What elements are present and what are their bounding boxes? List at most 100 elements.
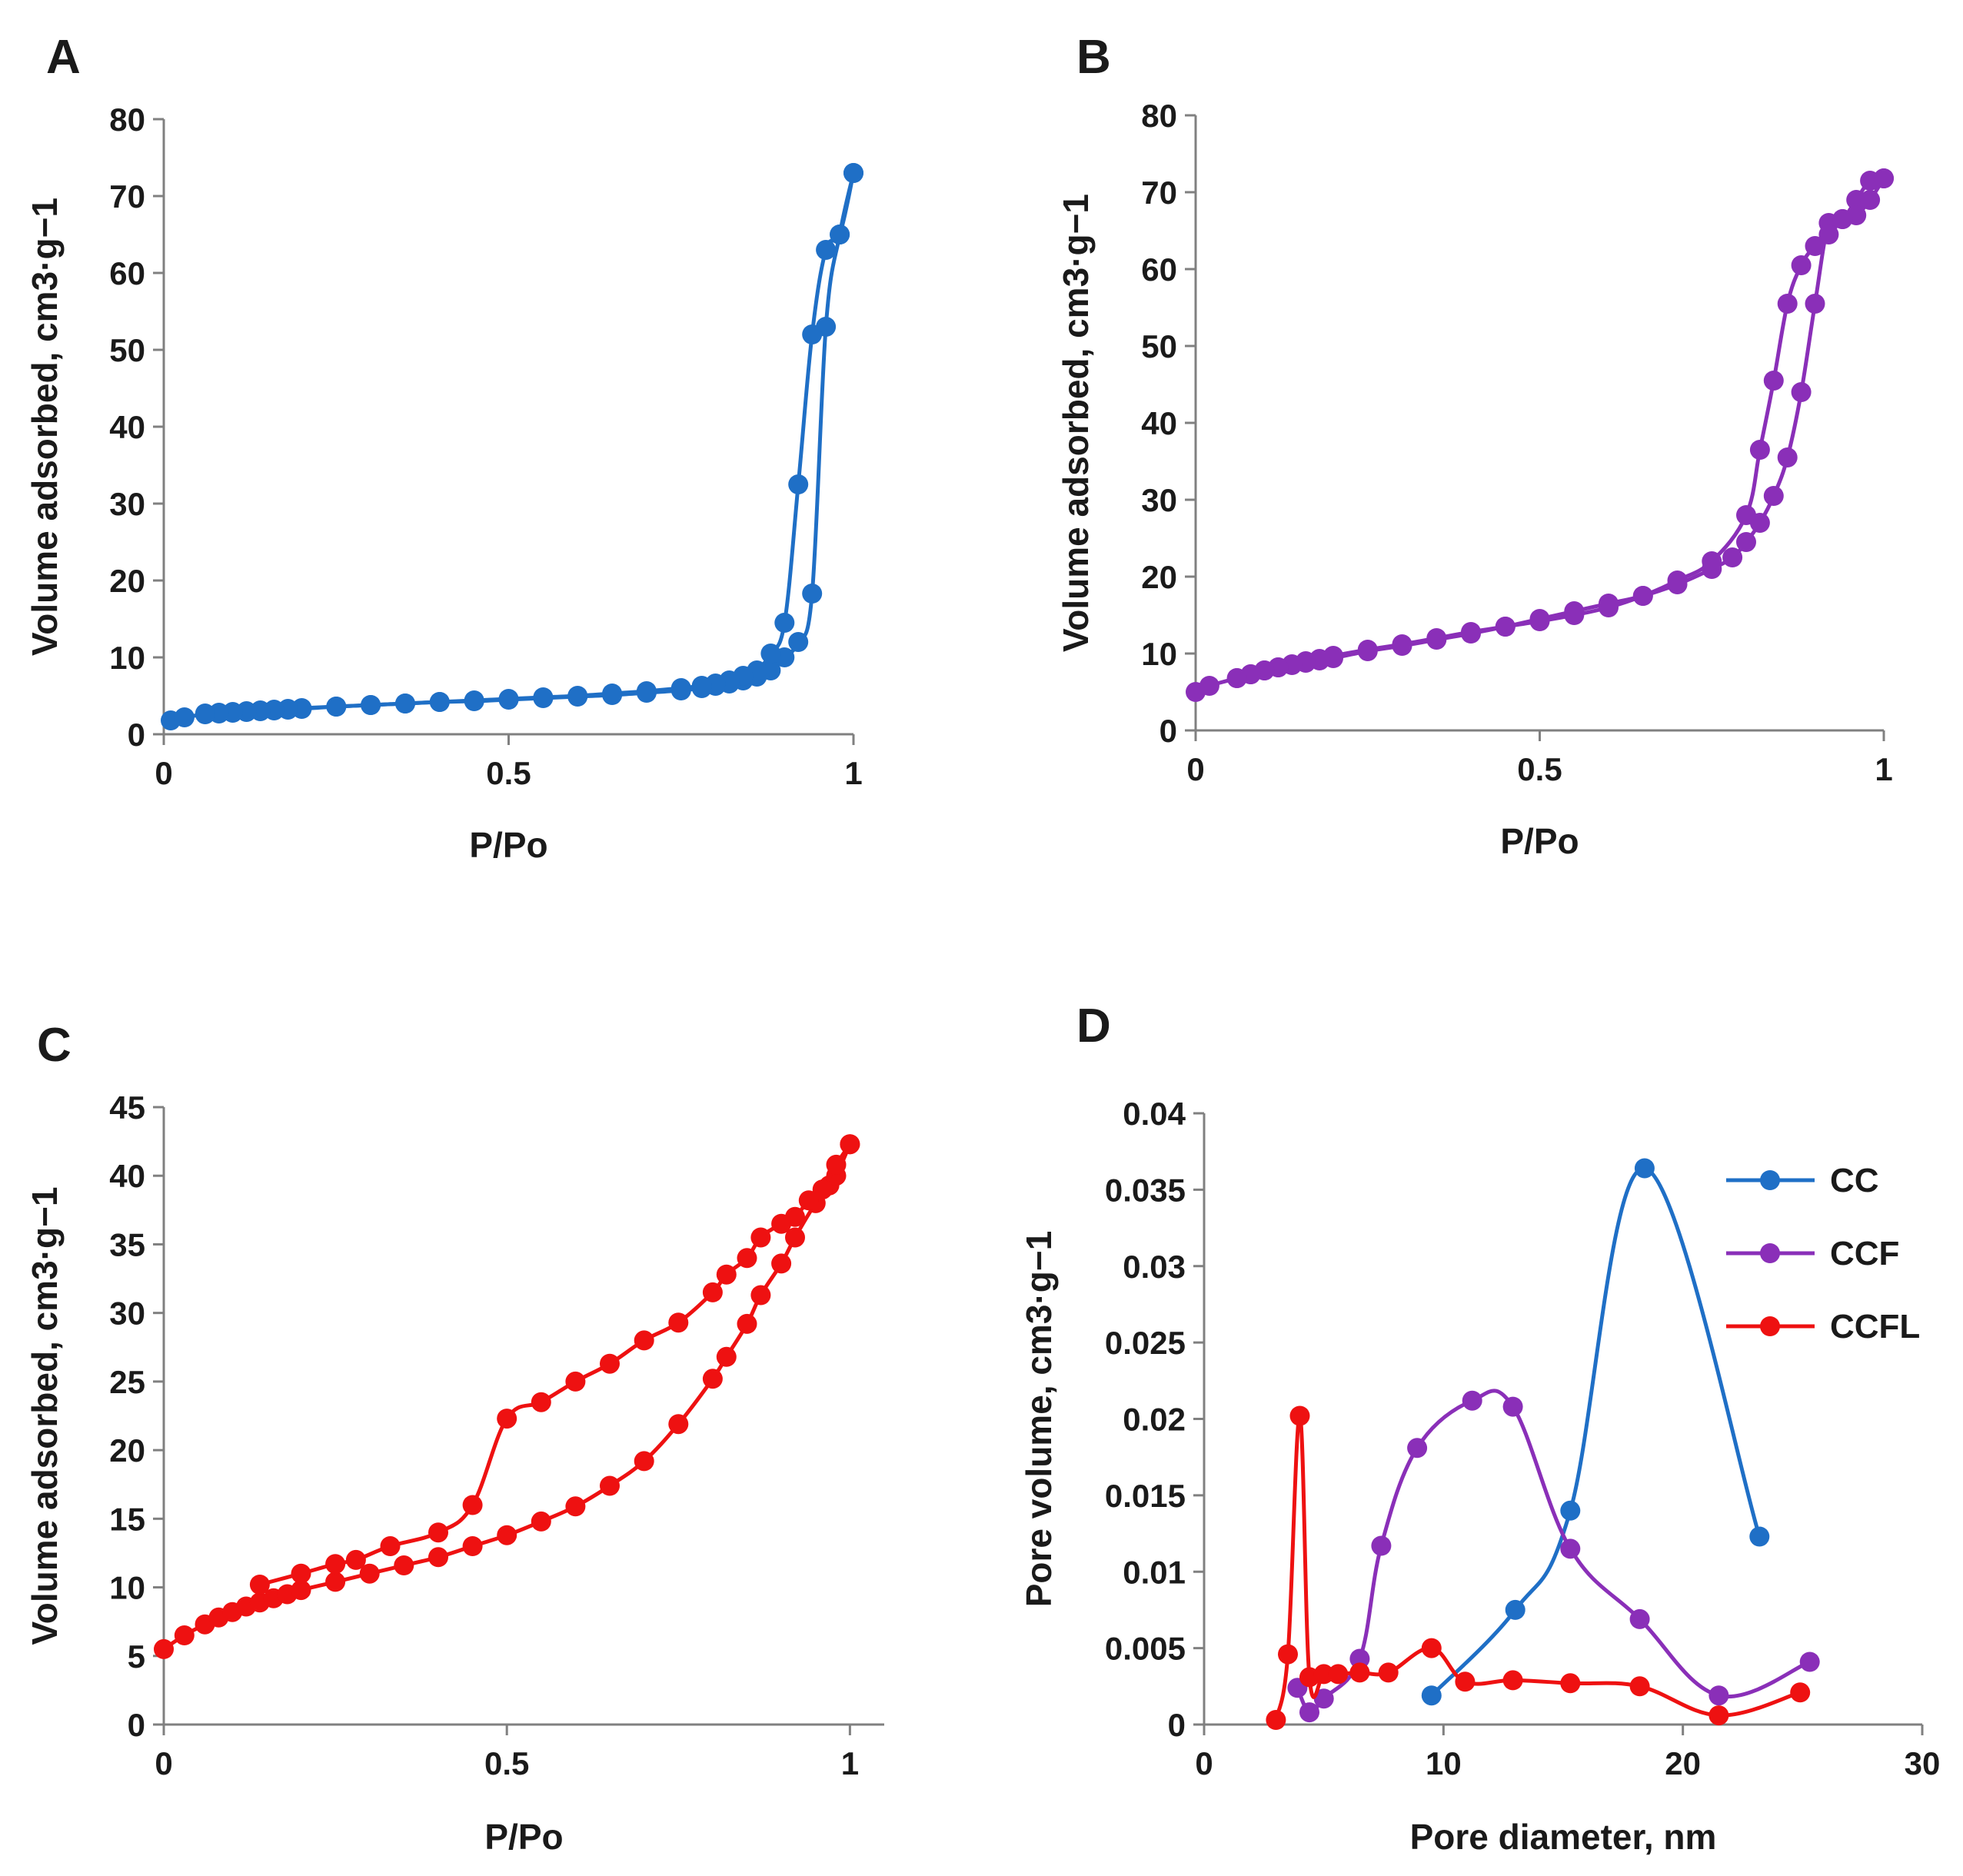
data-point (670, 678, 691, 698)
data-point (1226, 668, 1247, 688)
data-point (1799, 1651, 1820, 1672)
data-point (1313, 1664, 1334, 1685)
data-point (760, 660, 781, 680)
data-point (1502, 1396, 1523, 1417)
data-point (1736, 505, 1756, 525)
x-tick-label-c: 0.5 (484, 1745, 529, 1781)
x-axis-title-c: P/Po (484, 1817, 563, 1857)
data-point (291, 1580, 311, 1601)
data-point (174, 707, 195, 727)
data-point (1790, 1682, 1811, 1703)
data-point (1860, 190, 1881, 210)
data-point (497, 1525, 517, 1545)
data-point (429, 692, 450, 712)
data-point (774, 613, 795, 633)
y-tick-label-a: 50 (109, 332, 145, 368)
data-point (361, 695, 381, 715)
y-tick-label-c: 35 (109, 1226, 145, 1262)
data-point (1421, 1685, 1442, 1706)
legend: CC CCF CCFL (1726, 1162, 1920, 1345)
data-point (802, 324, 823, 344)
x-axis-title-b: P/Po (1500, 821, 1579, 861)
data-point (531, 1511, 551, 1532)
y-tick-label-b: 40 (1141, 405, 1177, 441)
panel-c: C 0 5 10 15 20 25 30 35 40 45 0 0.5 1 P/Po Volume adso… (25, 1019, 884, 1857)
legend-label-cc: CC (1830, 1162, 1879, 1199)
x-tick-label-d: 30 (1905, 1745, 1941, 1781)
y-tick-label-a: 30 (109, 486, 145, 522)
data-point (1199, 676, 1219, 696)
panel-letter-c: C (37, 1019, 72, 1072)
data-point (691, 676, 712, 696)
data-point (1421, 1638, 1442, 1658)
y-tick-label-b: 70 (1141, 175, 1177, 211)
y-tick-label-c: 30 (109, 1296, 145, 1332)
data-point (1313, 1688, 1334, 1709)
data-point (1832, 209, 1853, 229)
data-point (1777, 294, 1798, 314)
data-point (1378, 1662, 1399, 1683)
panel-letter-b: B (1076, 31, 1111, 84)
data-point (1763, 486, 1784, 506)
data-point (1560, 1538, 1581, 1559)
x-axis-title-a: P/Po (469, 825, 547, 865)
data-point (533, 687, 554, 707)
y-tick-label-d: 0.015 (1105, 1478, 1186, 1514)
data-point (816, 240, 837, 260)
y-tick-label-d: 0.03 (1123, 1249, 1186, 1285)
data-point (1560, 1673, 1581, 1694)
data-point (428, 1522, 448, 1543)
x-tick-label-c: 1 (841, 1745, 859, 1781)
y-tick-label-d: 0.035 (1105, 1172, 1186, 1208)
data-point (380, 1536, 401, 1556)
data-point (737, 1313, 757, 1334)
data-point (154, 1638, 174, 1659)
series-line-c-desorption (259, 1143, 852, 1587)
data-point (788, 474, 809, 494)
y-tick-label-c: 40 (109, 1158, 145, 1194)
data-point (249, 1575, 270, 1595)
data-point (798, 1190, 819, 1211)
panel-a: A 0 10 20 30 40 50 60 70 80 0 0.5 1 P/Po Volume adsor… (25, 31, 863, 865)
series-line-cc (1430, 1166, 1762, 1697)
data-point (1349, 1662, 1370, 1683)
x-tick-label-d: 20 (1665, 1745, 1701, 1781)
y-tick-label-b: 80 (1141, 98, 1177, 134)
legend-marker-ccf (1760, 1243, 1780, 1263)
data-point (345, 1549, 366, 1570)
data-point (462, 1495, 483, 1515)
data-point (1407, 1438, 1428, 1459)
data-point (812, 1179, 833, 1200)
x-tick-label-d: 0 (1195, 1745, 1213, 1781)
x-tick-label-b: 0.5 (1517, 751, 1562, 787)
y-tick-label-d: 0.01 (1123, 1554, 1186, 1590)
legend-label-ccf: CCF (1830, 1235, 1899, 1272)
data-point (1505, 1599, 1525, 1620)
data-point (1560, 1500, 1581, 1521)
data-point (826, 1154, 847, 1175)
data-point (1629, 1676, 1650, 1697)
data-point (830, 225, 850, 244)
y-tick-label-b: 10 (1141, 636, 1177, 672)
data-point (1702, 551, 1722, 571)
data-point (1805, 294, 1825, 314)
data-point (1791, 382, 1812, 402)
panel-b: B 0 10 20 30 40 50 60 70 80 0 0.5 1 P/Po Volume adsor… (1056, 31, 1894, 861)
data-point (1278, 1644, 1298, 1665)
data-point (565, 1371, 586, 1392)
data-point (1495, 617, 1516, 637)
data-point (359, 1563, 380, 1584)
data-point (716, 1346, 737, 1367)
y-tick-label-b: 60 (1141, 251, 1177, 288)
data-point (1749, 1526, 1770, 1547)
data-point (716, 1264, 737, 1285)
data-point (1634, 1158, 1655, 1179)
data-point (634, 1330, 654, 1351)
data-point (750, 1285, 771, 1306)
series-line-b-desorption (1236, 177, 1886, 680)
y-axis-title-d: Pore volume, cm3·g−1 (1019, 1231, 1059, 1608)
y-tick-label-b: 30 (1141, 482, 1177, 518)
y-tick-label-d: 0.005 (1105, 1631, 1186, 1667)
data-point (1426, 628, 1447, 648)
data-point (1599, 597, 1619, 617)
